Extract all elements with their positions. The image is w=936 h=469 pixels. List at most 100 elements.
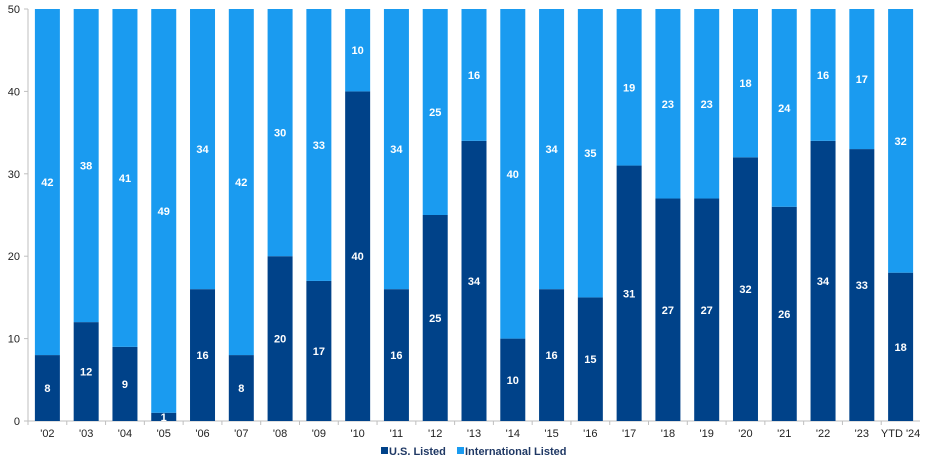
data-label-us-listed: 33 [856, 280, 868, 292]
bar-international-listed [888, 9, 914, 273]
bar-international-listed [500, 9, 526, 339]
bar-us-listed [383, 289, 409, 421]
x-tick-label: '19 [700, 428, 714, 440]
data-label-international-listed: 16 [468, 70, 480, 82]
data-label-us-listed: 27 [701, 305, 713, 317]
data-label-us-listed: 18 [894, 342, 906, 354]
x-tick-label: '13 [467, 428, 481, 440]
data-label-us-listed: 20 [274, 334, 286, 346]
bar-international-listed [732, 9, 758, 158]
bar-us-listed [732, 157, 758, 421]
data-label-us-listed: 1 [161, 412, 167, 424]
data-label-international-listed: 42 [41, 177, 53, 189]
x-tick-label: '16 [583, 428, 597, 440]
legend-label-international-listed: International Listed [465, 446, 566, 458]
y-tick-label: 10 [8, 334, 20, 346]
bar-us-listed [306, 280, 332, 421]
x-tick-label: '09 [312, 428, 326, 440]
data-label-international-listed: 25 [429, 107, 441, 119]
bar-us-listed [849, 149, 875, 421]
data-labels: 8 42 12 38 9 41 1 49 16 34 8 42 20 30 17 33 40 10 16 34 25 25… [41, 45, 906, 424]
bar-us-listed [422, 215, 448, 421]
bar-international-listed [616, 9, 642, 166]
x-tick-label: '12 [428, 428, 442, 440]
bar-us-listed [577, 297, 603, 421]
data-label-international-listed: 16 [817, 70, 829, 82]
x-tick-label: '03 [79, 428, 93, 440]
data-label-international-listed: 35 [584, 148, 596, 160]
bar-us-listed [151, 412, 177, 421]
bar-us-listed [810, 140, 836, 421]
bar-international-listed [422, 9, 448, 215]
x-tick-label: '22 [816, 428, 830, 440]
x-tick-label: '02 [40, 428, 54, 440]
data-label-us-listed: 31 [623, 288, 635, 300]
bar-us-listed [539, 289, 565, 421]
data-label-international-listed: 19 [623, 82, 635, 94]
bar-international-listed [306, 9, 332, 281]
bar-us-listed [888, 272, 914, 421]
y-tick-label: 30 [8, 169, 20, 181]
data-label-international-listed: 18 [739, 78, 751, 90]
bar-us-listed [34, 355, 60, 421]
bar-us-listed [345, 91, 371, 422]
data-label-us-listed: 32 [739, 284, 751, 296]
data-label-international-listed: 40 [507, 169, 519, 181]
bar-international-listed [151, 9, 177, 413]
bar-us-listed [190, 289, 216, 421]
bar-international-listed [73, 9, 99, 323]
data-label-international-listed: 34 [545, 144, 558, 156]
x-tick-label: '06 [195, 428, 209, 440]
data-label-us-listed: 16 [545, 350, 557, 362]
bar-international-listed [190, 9, 216, 290]
legend-label-us-listed: U.S. Listed [389, 446, 446, 458]
x-tick-label: '11 [390, 428, 404, 440]
data-label-international-listed: 17 [856, 74, 868, 86]
data-label-international-listed: 49 [158, 206, 170, 218]
data-label-international-listed: 34 [390, 144, 403, 156]
bar-international-listed [267, 9, 293, 257]
data-label-us-listed: 8 [44, 383, 50, 395]
x-tick-label: '17 [622, 428, 636, 440]
data-label-us-listed: 8 [238, 383, 244, 395]
data-label-us-listed: 16 [196, 350, 208, 362]
axes: 0 10 20 30 40 50 '02 '03 '04 '05 '06 '07 '08 '09 '10 '1… [8, 4, 921, 440]
x-tick-label: '20 [738, 428, 752, 440]
bar-international-listed [655, 9, 681, 199]
data-label-us-listed: 25 [429, 313, 441, 325]
x-tick-label: '08 [273, 428, 287, 440]
bar-international-listed [539, 9, 565, 290]
y-tick-label: 0 [14, 416, 20, 428]
data-label-international-listed: 38 [80, 161, 92, 173]
y-tick-label: 50 [8, 4, 20, 16]
bar-us-listed [73, 322, 99, 421]
legend-swatch-us-listed [381, 447, 388, 454]
bar-us-listed [461, 140, 487, 421]
bar-international-listed [461, 9, 487, 141]
x-tick-label: '10 [350, 428, 364, 440]
data-label-us-listed: 34 [468, 276, 481, 288]
x-tick-label: '15 [544, 428, 558, 440]
data-label-us-listed: 34 [817, 276, 830, 288]
bar-international-listed [810, 9, 836, 141]
bar-international-listed [694, 9, 720, 199]
x-tick-label: '05 [157, 428, 171, 440]
bar-us-listed [267, 256, 293, 421]
bar-international-listed [112, 9, 138, 347]
data-label-international-listed: 30 [274, 128, 286, 140]
data-label-us-listed: 27 [662, 305, 674, 317]
data-label-international-listed: 34 [196, 144, 209, 156]
legend: U.S. Listed International Listed [381, 446, 566, 458]
data-label-us-listed: 17 [313, 346, 325, 358]
x-tick-label: '14 [506, 428, 520, 440]
bar-international-listed [345, 9, 371, 92]
data-label-us-listed: 26 [778, 309, 790, 321]
bar-us-listed [228, 355, 254, 421]
x-tick-label: '18 [661, 428, 675, 440]
data-label-international-listed: 32 [894, 136, 906, 148]
legend-swatch-international-listed [457, 447, 464, 454]
data-label-international-listed: 42 [235, 177, 247, 189]
bar-international-listed [577, 9, 603, 298]
bar-international-listed [383, 9, 409, 290]
